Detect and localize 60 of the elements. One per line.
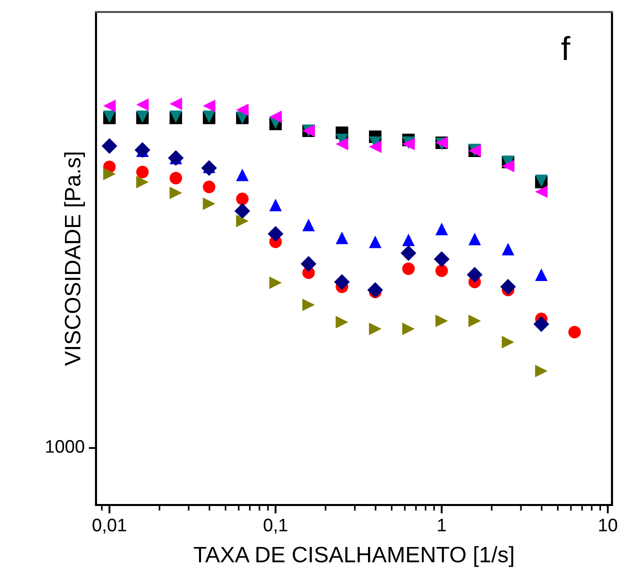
point (535, 268, 548, 281)
point (236, 214, 249, 228)
point (535, 364, 548, 378)
point (236, 192, 249, 206)
text: f (561, 36, 570, 60)
point (466, 266, 483, 283)
point (400, 245, 416, 261)
point (269, 198, 282, 212)
x-tick-label: 0,1 (264, 518, 288, 534)
point (136, 166, 149, 178)
point (435, 314, 448, 328)
point (336, 138, 348, 150)
point (336, 232, 348, 244)
point (269, 110, 282, 123)
point (402, 262, 415, 275)
point (502, 160, 514, 172)
point (368, 236, 382, 248)
point (500, 278, 516, 295)
point (102, 138, 118, 154)
point (103, 168, 116, 180)
point (236, 104, 249, 116)
point (136, 176, 149, 188)
point (170, 98, 182, 110)
point (236, 168, 249, 182)
point (468, 232, 481, 246)
text: 1000 (46, 440, 84, 453)
point (268, 226, 284, 242)
point (103, 100, 116, 112)
x-axis-title: TAXA DE CISALHAMENTO [1/s] (194, 546, 514, 567)
point (435, 222, 448, 236)
point (302, 298, 315, 312)
point (368, 322, 382, 336)
x-tick-label: 0,01 (92, 518, 126, 534)
point (269, 276, 282, 290)
point (300, 256, 316, 272)
point (367, 282, 384, 298)
x-tick-label: 10 (599, 518, 618, 532)
point (202, 197, 216, 210)
y-axis-title: VISCOSIDADE [Pa.s] (64, 152, 85, 366)
point (136, 98, 149, 111)
point (170, 186, 182, 200)
point (568, 326, 581, 338)
point (434, 251, 450, 267)
point (170, 172, 182, 184)
point (302, 218, 315, 232)
point (368, 140, 382, 154)
point (502, 242, 514, 256)
point (502, 336, 514, 348)
point (468, 314, 481, 328)
point (336, 316, 348, 328)
point (535, 185, 548, 198)
point (234, 203, 250, 219)
point (202, 180, 216, 194)
point (533, 316, 550, 332)
point (435, 264, 448, 277)
point (334, 274, 350, 290)
x-tick-label: 1 (438, 518, 446, 532)
point (402, 234, 415, 246)
point (402, 322, 415, 336)
point (202, 100, 216, 112)
